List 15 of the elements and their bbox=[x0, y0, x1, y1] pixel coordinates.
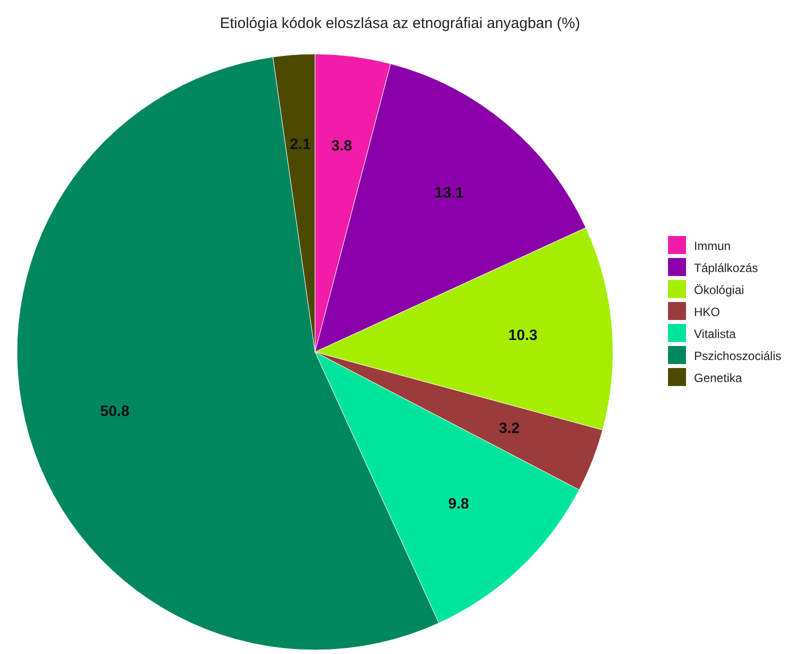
data-label: 50.8 bbox=[100, 402, 130, 420]
data-label: 3.8 bbox=[331, 137, 352, 154]
data-label: 9.8 bbox=[448, 496, 470, 513]
data-label: 3.2 bbox=[498, 420, 520, 438]
legend-label: Pszichoszociális bbox=[694, 349, 782, 363]
legend-label: Vitalista bbox=[694, 327, 736, 341]
legend-label: Immun bbox=[694, 239, 731, 253]
legend-label: Ökológiai bbox=[694, 283, 744, 297]
legend-label: Táplálkozás bbox=[694, 261, 758, 275]
data-label: 10.3 bbox=[508, 327, 538, 344]
data-label: 2.1 bbox=[290, 136, 311, 154]
legend-label: HKO bbox=[694, 305, 720, 319]
data-label: 13.1 bbox=[434, 184, 464, 202]
legend-label: Genetika bbox=[694, 371, 742, 385]
chart-title: Etiológia kódok eloszlása az etnográfiai anyagban (%) bbox=[220, 15, 580, 32]
